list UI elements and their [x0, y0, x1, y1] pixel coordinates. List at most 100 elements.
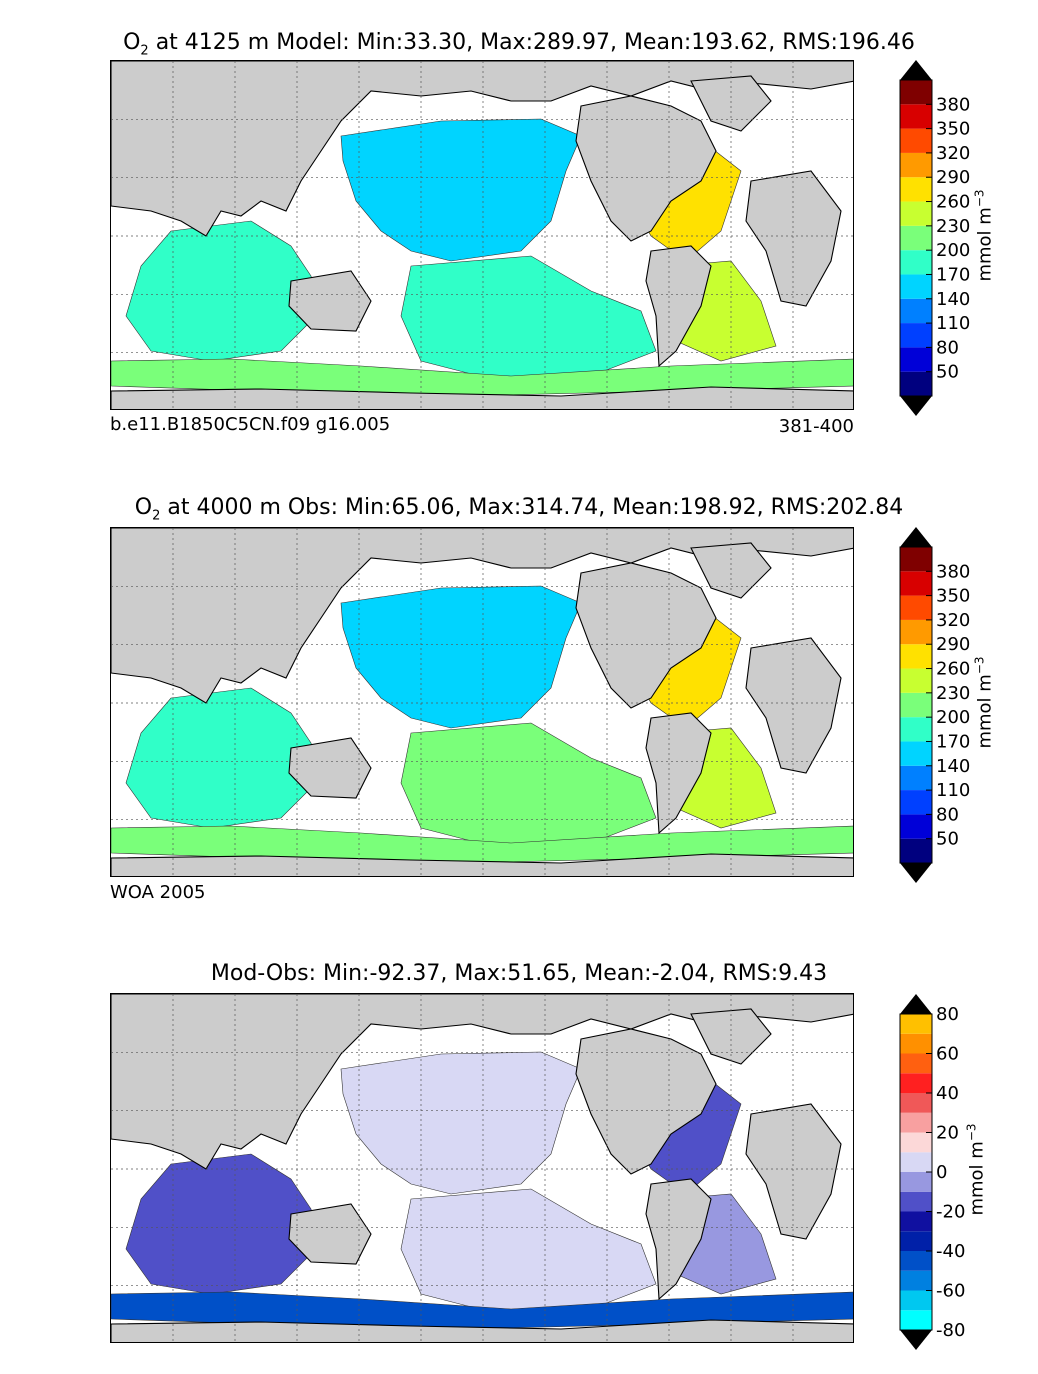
land-greenland [690, 75, 772, 132]
colorbar-frame [899, 79, 933, 397]
colorbar-segment [900, 1093, 932, 1113]
colorbar-extend-min [900, 396, 932, 416]
colorbar-segment [900, 1073, 932, 1093]
colorbar-segment [900, 668, 932, 693]
colorbar-segment [900, 371, 932, 396]
colorbar-tick-label: 170 [936, 731, 970, 752]
colorbar-segment [900, 717, 932, 742]
land-greenland [690, 542, 772, 599]
colorbar-tick-label: 290 [936, 634, 970, 655]
colorbar-tick-label: 230 [936, 216, 970, 237]
colorbar-tick-label: 350 [936, 586, 970, 607]
colorbar-extend-max [900, 60, 932, 80]
colorbar-tick-label: 50 [936, 829, 959, 850]
colorbar-tick-label: -40 [936, 1241, 965, 1262]
colorbar-tick-label: 200 [936, 707, 970, 728]
colorbar-segment [900, 1231, 932, 1251]
colorbar-segment [900, 595, 932, 620]
colorbar-tick-label: -60 [936, 1281, 965, 1302]
map-obs: North Pacific: 150South Pacific: 200Indi… [110, 527, 854, 877]
dataset-label: WOA 2005 [110, 882, 206, 903]
colorbar-tick-label: 80 [936, 804, 959, 825]
map-model-svg: North Pacific: 150South Pacific: 185Indi… [111, 61, 853, 409]
map-diff-svg: North Pacific: 8South Pacific: 4Indian O… [111, 994, 853, 1342]
map-diff: North Pacific: 8South Pacific: 4Indian O… [110, 993, 854, 1343]
colorbar-segment [900, 814, 932, 839]
colorbar-segment [900, 1290, 932, 1311]
run-id-label: b.e11.B1850C5CN.f09 g16.005 [110, 414, 391, 435]
colorbar-segment [900, 1310, 932, 1330]
colorbar-tick-label: 60 [936, 1044, 959, 1065]
colorbar-diff: -80 -60 -40 -20 0 20 40 60 80 mmol m−3 [870, 992, 1030, 1352]
colorbar-segment [900, 104, 932, 129]
colorbar-tick-label: 80 [936, 337, 959, 358]
region-south-pacific: South Pacific: 185 [400, 255, 657, 380]
colorbar-segment [900, 1014, 932, 1034]
colorbar-segment [900, 838, 932, 863]
land-australia [288, 1203, 372, 1265]
colorbar-tick-label: 260 [936, 659, 970, 680]
colorbar-segment [900, 741, 932, 766]
land-antarctica [111, 386, 853, 409]
colorbar-tick-label: 350 [936, 119, 970, 140]
land-greenland [690, 1008, 772, 1065]
colorbar-unit-label: mmol m−3 [964, 1123, 988, 1216]
region-indian-ocean: Indian Ocean: 195 [125, 220, 322, 362]
colorbar-segment [900, 152, 932, 178]
colorbar-segment [900, 201, 932, 226]
colorbar-segment [900, 1152, 932, 1172]
land-north-america [575, 95, 717, 242]
colorbar-segment [900, 225, 932, 251]
colorbar-segment [900, 250, 932, 275]
colorbar-obs-svg: 50 80 110 140 170 200 230 260 290 320 350 380 [899, 527, 970, 883]
colorbar-segment [900, 547, 932, 572]
colorbar-obs: 50 80 110 140 170 200 230 260 290 320 350 380 mmol … [870, 525, 1030, 885]
panel-3-title: Mod-Obs: Min:-92.37, Max:51.65, Mean:-2.… [210, 961, 828, 986]
colorbar-tick-label: 20 [936, 1123, 959, 1144]
region-indian-ocean: Indian Ocean: -15 [125, 1153, 322, 1295]
land-south-america [645, 1178, 712, 1301]
colorbar-model: 50 80 110 140 170 200 230 260 290 320 350 380 mmol … [870, 58, 1030, 418]
colorbar-segment [900, 298, 932, 324]
colorbar-tick-label: 290 [936, 167, 970, 188]
map-obs-svg: North Pacific: 150South Pacific: 200Indi… [111, 528, 853, 876]
region-indian-ocean: Indian Ocean: 195 [125, 687, 322, 829]
colorbar-segment [900, 619, 932, 645]
colorbar-tick-label: 320 [936, 610, 970, 631]
colorbar-segment [900, 1172, 932, 1192]
colorbar-extend-min [900, 863, 932, 883]
land-north-america [575, 1028, 717, 1175]
colorbar-tick-label: 380 [936, 94, 970, 115]
colorbar-tick-label: 380 [936, 561, 970, 582]
panel-1-title: O2 at 4125 m Model: Min:33.30, Max:289.9… [123, 30, 915, 59]
colorbar-segment [900, 790, 932, 815]
colorbar-segment [900, 80, 932, 105]
colorbar-tick-label: 200 [936, 240, 970, 261]
land-antarctica [111, 1319, 853, 1342]
colorbar-model-svg: 50 80 110 140 170 200 230 260 290 320 350 380 [899, 60, 970, 416]
colorbar-segment [900, 692, 932, 718]
colorbar-unit-label: mmol m−3 [972, 656, 996, 749]
land-australia [288, 270, 372, 332]
colorbar-tick-label: 0 [936, 1162, 947, 1183]
colorbar-segment [900, 1053, 932, 1074]
colorbar-tick-label: 110 [936, 313, 970, 334]
land-antarctica [111, 853, 853, 876]
colorbar-segment [900, 1132, 932, 1153]
region-south-pacific: South Pacific: 4 [400, 1188, 657, 1313]
colorbar-extend-max [900, 994, 932, 1014]
colorbar-tick-label: 40 [936, 1083, 959, 1104]
region-south-pacific: South Pacific: 200 [400, 722, 657, 847]
colorbar-tick-label: 50 [936, 362, 959, 383]
land-africa [745, 637, 842, 774]
colorbar-frame [899, 546, 933, 864]
colorbar-segment [900, 1270, 932, 1291]
colorbar-segment [900, 1191, 932, 1212]
map-model: North Pacific: 150South Pacific: 185Indi… [110, 60, 854, 410]
colorbar-segment [900, 1251, 932, 1271]
colorbar-segment [900, 644, 932, 669]
colorbar-tick-label: 230 [936, 683, 970, 704]
colorbar-segment [900, 347, 932, 372]
land-africa [745, 1103, 842, 1240]
colorbar-extend-max [900, 527, 932, 547]
